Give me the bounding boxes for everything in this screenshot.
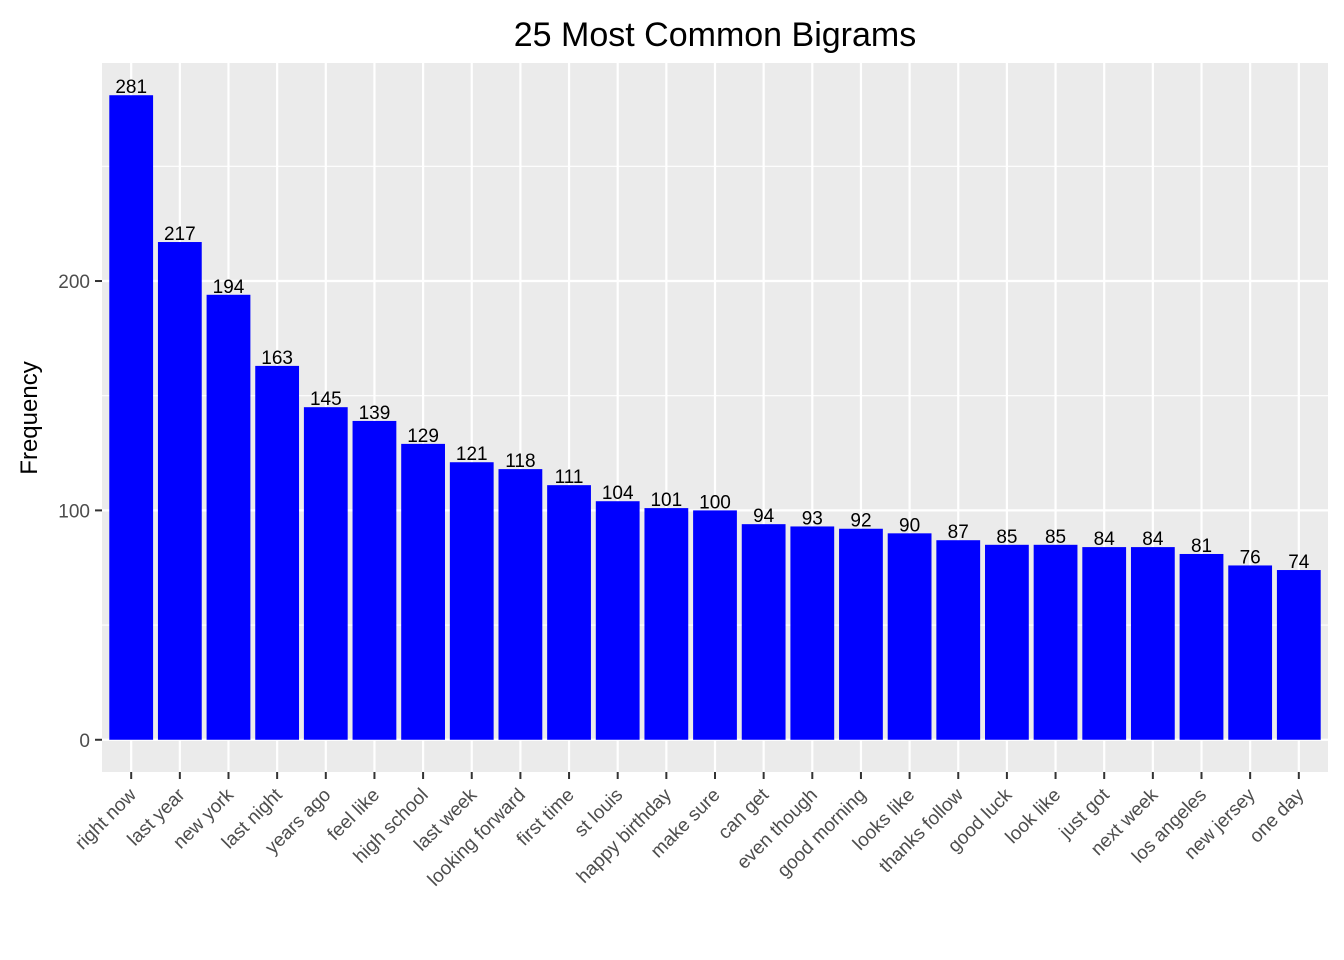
data-label: 129 (407, 426, 439, 447)
y-axis: 0 100 200 (58, 272, 102, 752)
bars (109, 95, 1321, 740)
bar (936, 540, 981, 740)
x-tick-label: right now (71, 784, 141, 854)
data-label: 76 (1240, 547, 1261, 568)
bar (790, 526, 835, 740)
data-label: 84 (1094, 529, 1116, 550)
bar (595, 501, 640, 740)
data-label: 74 (1288, 552, 1310, 573)
bar (839, 528, 883, 740)
bar (1082, 547, 1127, 740)
bar (157, 242, 202, 740)
data-label: 101 (650, 490, 682, 511)
data-label: 100 (699, 492, 731, 513)
data-label: 145 (310, 389, 342, 410)
bar (401, 443, 445, 740)
data-label: 217 (164, 224, 196, 245)
data-label: 281 (115, 77, 147, 98)
bar (1276, 570, 1321, 740)
bar (109, 95, 154, 740)
data-label: 94 (753, 506, 775, 527)
y-tick-label: 100 (58, 501, 90, 522)
y-tick-label: 200 (58, 272, 90, 293)
bar (1179, 553, 1224, 740)
data-label: 118 (505, 451, 535, 472)
data-label: 81 (1191, 536, 1212, 557)
data-label: 85 (996, 527, 1017, 548)
bar (498, 469, 543, 740)
bar (255, 365, 300, 740)
bar (1130, 547, 1175, 740)
bar (449, 462, 494, 740)
data-label: 111 (555, 467, 584, 488)
bar (547, 485, 591, 740)
data-label: 194 (213, 277, 245, 298)
bar (303, 407, 348, 740)
bar (352, 420, 397, 740)
data-label: 93 (802, 508, 823, 529)
bar (206, 294, 251, 740)
data-label: 92 (850, 511, 871, 532)
data-label: 84 (1142, 529, 1164, 550)
x-tick-label: look like (1002, 785, 1065, 848)
chart-title: 25 Most Common Bigrams (514, 16, 916, 54)
bar (693, 510, 737, 740)
data-labels: 281 217 194 163 145 139 129 121 118 111 104 101 100 9… (115, 77, 1309, 573)
data-label: 121 (456, 444, 488, 465)
x-tick-label: one day (1246, 784, 1309, 847)
data-label: 139 (359, 403, 391, 424)
data-label: 87 (948, 522, 969, 543)
data-label: 163 (261, 348, 293, 369)
bar (644, 508, 689, 740)
data-label: 104 (602, 483, 634, 504)
bar (1228, 565, 1273, 740)
bar (985, 544, 1029, 740)
y-tick-label: 0 (79, 731, 90, 752)
bar (887, 533, 932, 740)
y-axis-label: Frequency (16, 361, 43, 474)
bar (1033, 544, 1078, 740)
bar (741, 524, 786, 740)
data-label: 85 (1045, 527, 1066, 548)
data-label: 90 (899, 515, 920, 536)
